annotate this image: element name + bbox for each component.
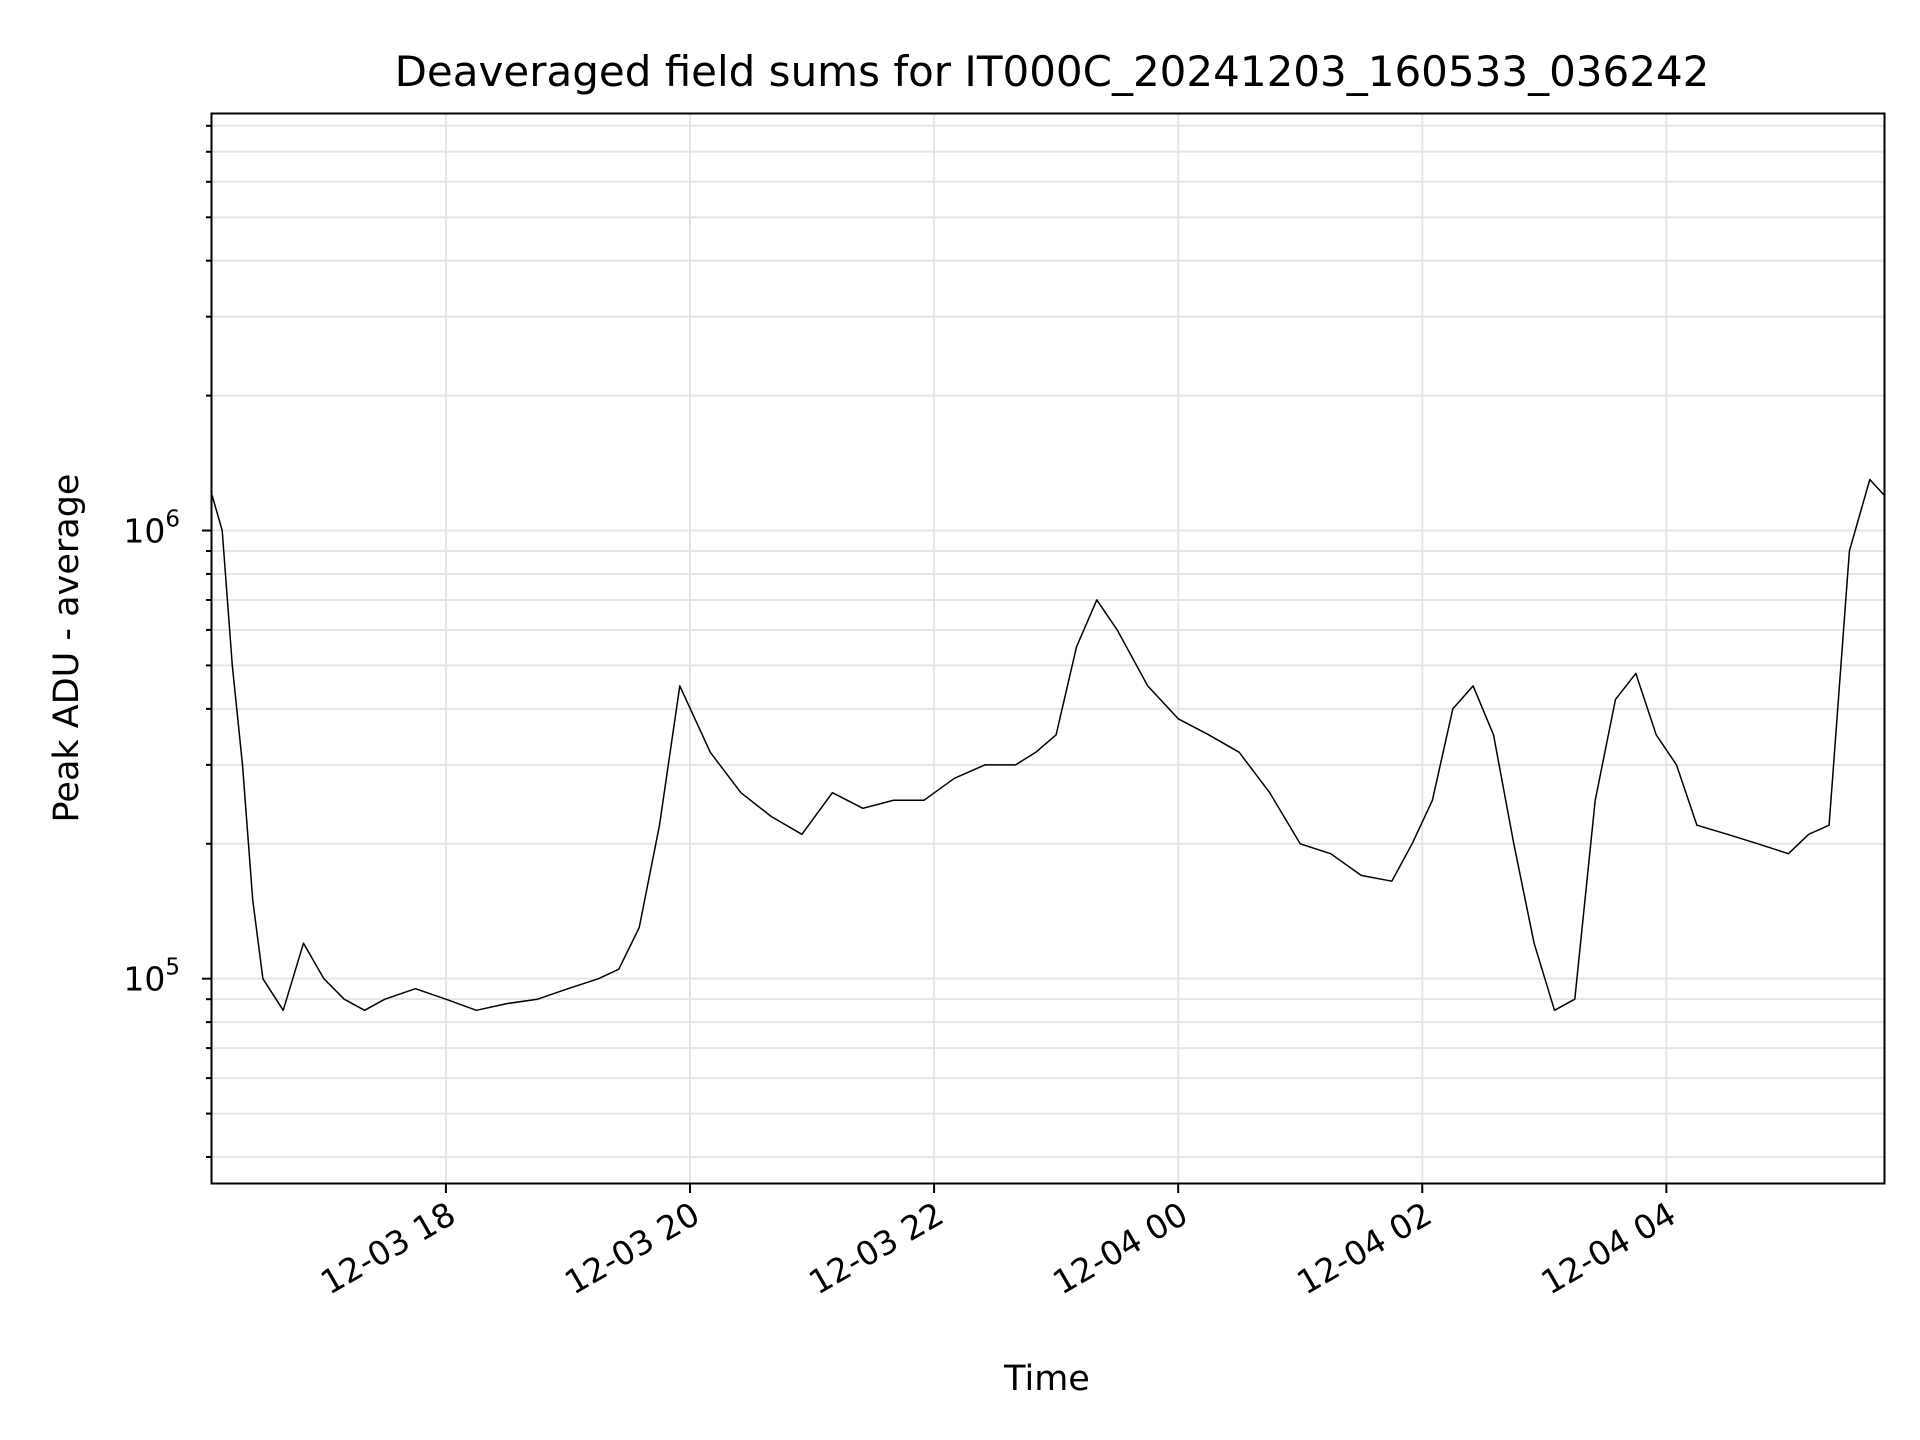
y-axis-label: Peak ADU - average	[47, 474, 87, 823]
series-line	[211, 478, 1885, 1012]
plot-frame	[210, 112, 1886, 1185]
x-tick-label: 12-04 00	[1046, 1194, 1194, 1302]
y-axis: 105 106	[123, 124, 212, 1159]
y-tick-label: 106	[123, 507, 180, 551]
x-axis-label: Time	[1003, 1359, 1090, 1399]
x-tick-label: 12-04 04	[1534, 1194, 1682, 1302]
grid	[212, 114, 1884, 1183]
x-tick-label: 12-03 22	[802, 1194, 950, 1302]
series-layer	[211, 478, 1885, 1012]
y-tick-label: 105	[123, 955, 180, 999]
x-tick-label: 12-03 20	[558, 1194, 706, 1302]
x-tick-label: 12-03 18	[314, 1194, 462, 1302]
chart-title: Deaveraged field sums for IT000C_2024120…	[395, 47, 1710, 96]
x-tick-label: 12-04 02	[1290, 1194, 1438, 1302]
x-axis: 12-03 18 12-03 20 12-03 22 12-04 00 12-04 02…	[314, 1183, 1682, 1302]
